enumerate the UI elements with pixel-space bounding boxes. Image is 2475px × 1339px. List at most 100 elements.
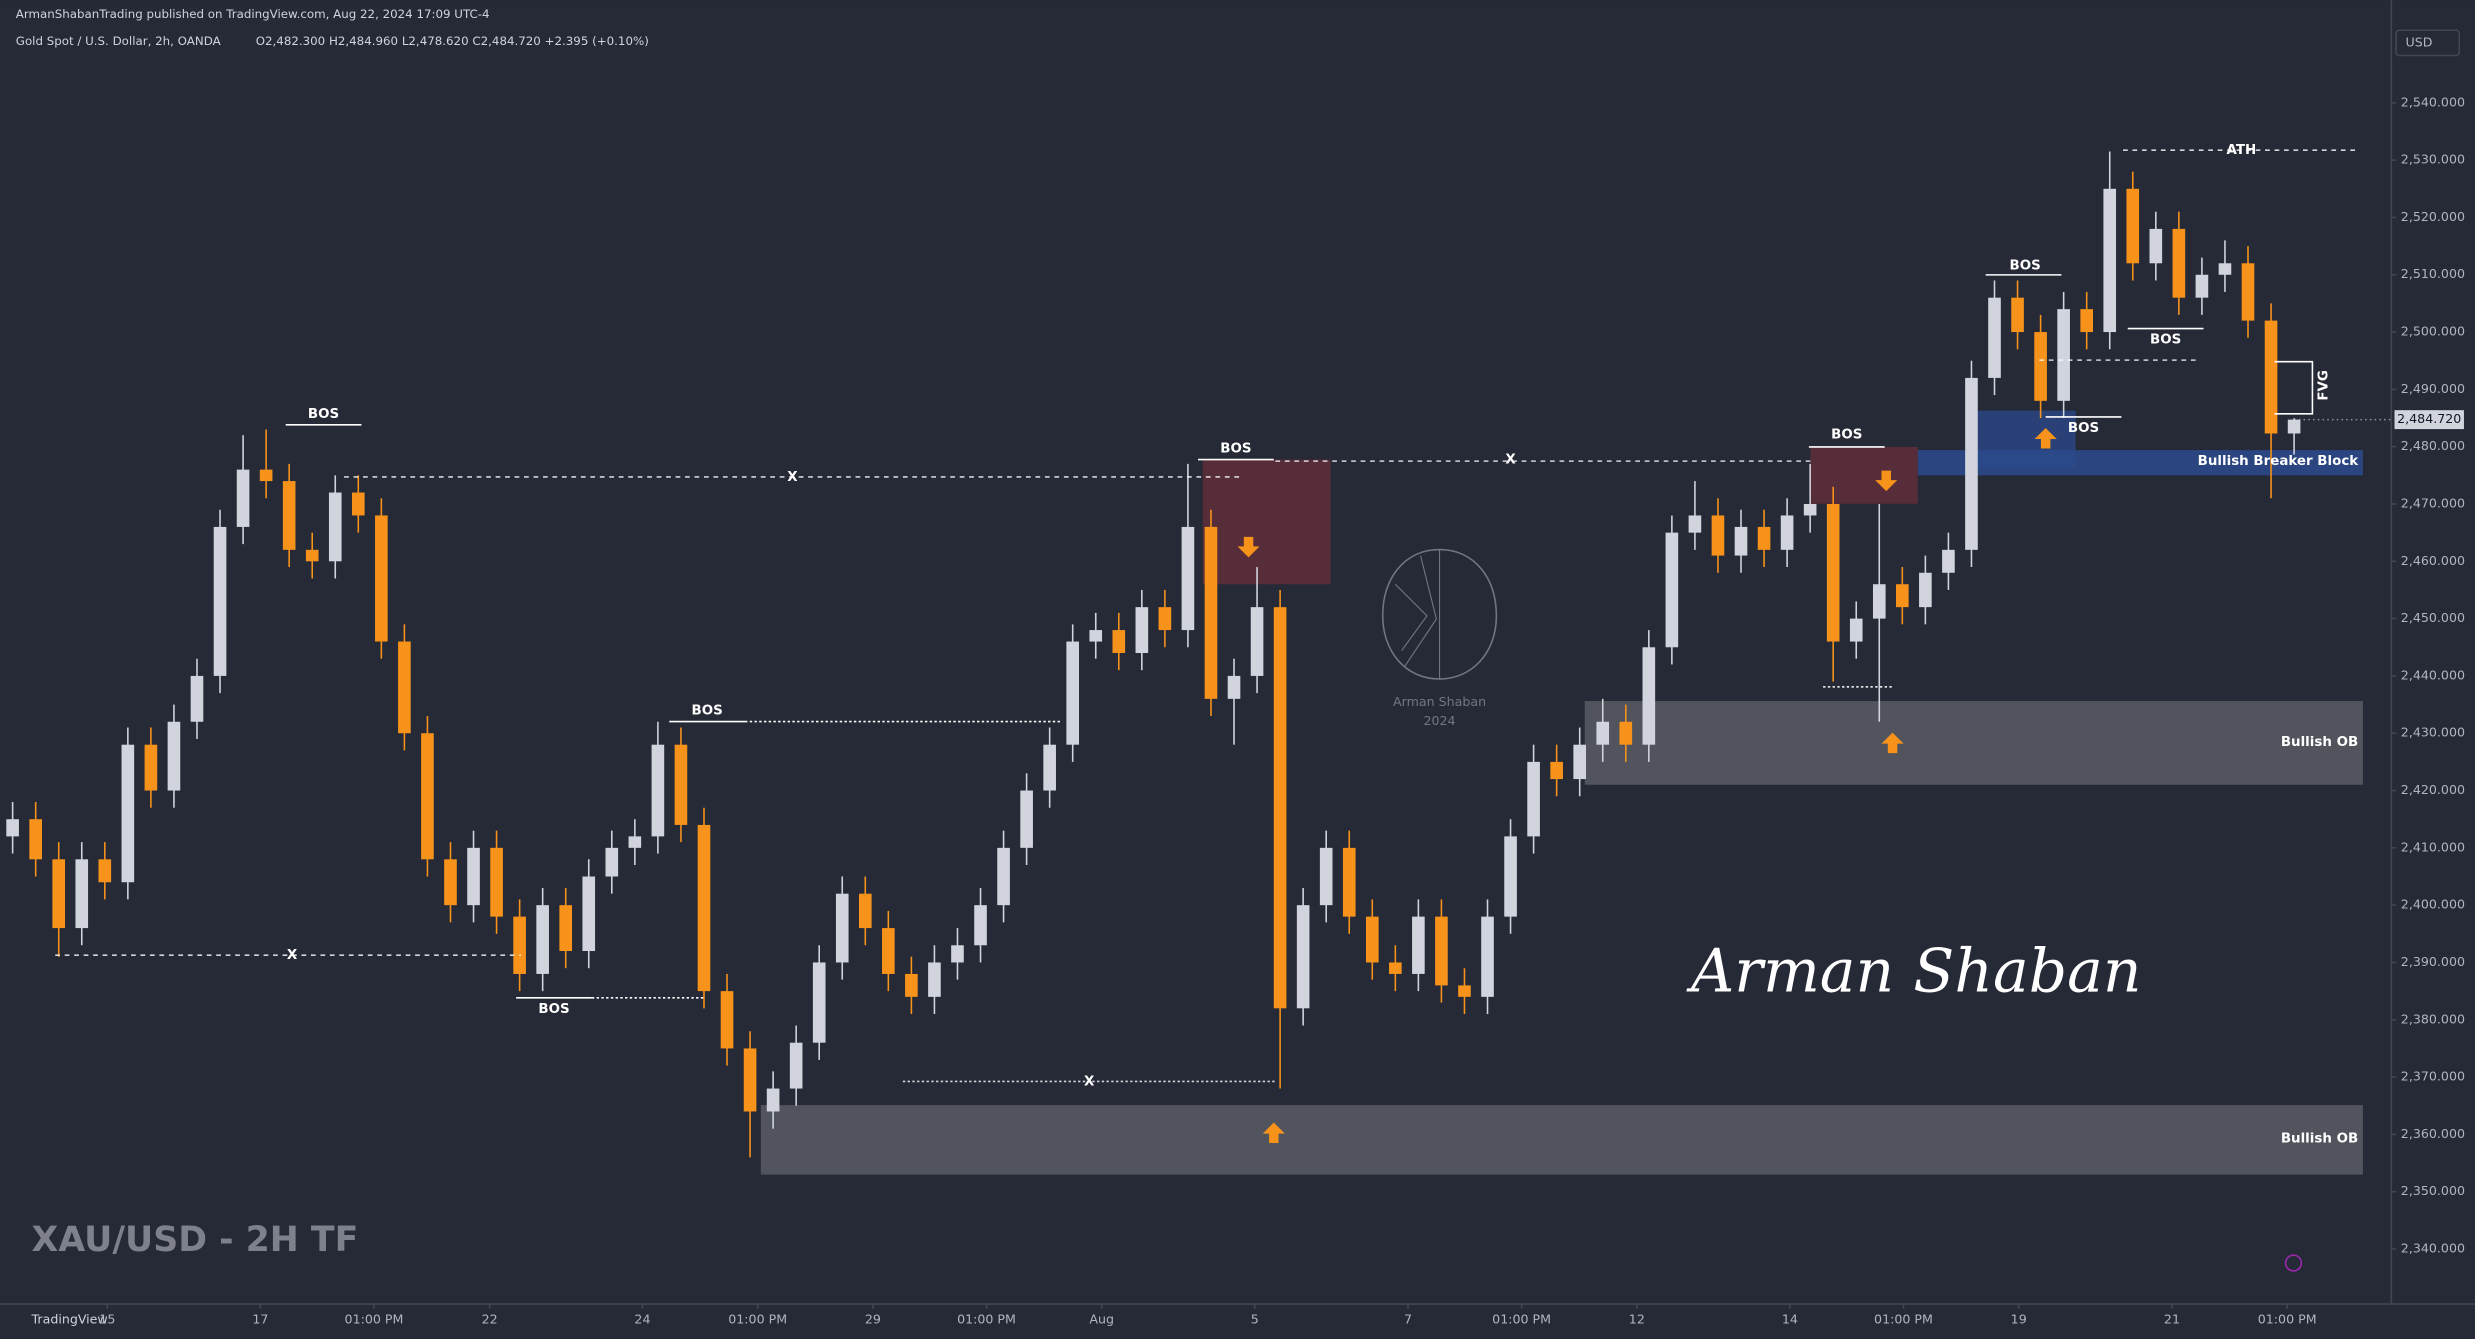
candle-body [974,905,987,946]
y-tick-label: 2,340.000 [2401,1241,2465,1256]
breaker-label: Bullish Breaker Block [2198,454,2360,469]
y-tick-label: 2,380.000 [2401,1011,2465,1026]
candle-body [2103,188,2117,333]
y-tick-label: 2,440.000 [2401,667,2465,682]
candle-body [259,469,273,482]
x-tick-label: 21 [2164,1311,2180,1326]
candle-body [2126,188,2140,264]
x-tick-label: 14 [1782,1311,1798,1326]
x-tick-label: 01:00 PM [957,1311,1016,1326]
candle-body [928,962,941,997]
x-tick-label: 12 [1629,1311,1645,1326]
bos-label: BOS [1831,427,1862,442]
logo-year: 2024 [1423,713,1455,728]
candle-body [1965,377,1978,550]
x-tick-label: 5 [1251,1311,1259,1326]
candle-body [1803,503,1817,516]
candle-body [1204,526,1218,699]
candle-body [1734,526,1748,556]
candle-body [305,549,319,562]
x-tick-label: 24 [634,1311,650,1326]
currency-box [2395,29,2461,57]
y-tick-label: 2,350.000 [2401,1183,2465,1198]
candle-body [1988,297,2001,378]
y-tick-label: 2,430.000 [2401,725,2465,740]
candle-body [536,905,549,974]
ob-label: Bullish OB [2281,1131,2358,1146]
candle-body [605,847,619,877]
candle-body [1481,916,1494,997]
candle-body [559,905,573,952]
candle-body [882,928,895,974]
candle-body [766,1088,780,1112]
candle-body [1112,630,1126,653]
fvg-label: FVG [2316,370,2331,401]
y-tick-label: 2,410.000 [2401,839,2465,854]
x-tick-label: 19 [2011,1311,2027,1326]
bos-label: BOS [2068,421,2099,436]
bos-label: BOS [1220,442,1251,457]
ob-label: Bullish OB [2281,735,2358,750]
bos-label: BOS [308,407,339,422]
y-tick-label: 2,470.000 [2401,495,2465,510]
y-tick-label: 2,500.000 [2401,324,2465,339]
x-tick-label: 01:00 PM [1874,1311,1933,1326]
candle-body [490,847,503,917]
x-label: X [1505,453,1516,468]
x-label: X [787,470,798,485]
candle-body [1896,584,1909,608]
y-tick-label: 2,420.000 [2401,782,2465,797]
y-tick-label: 2,530.000 [2401,152,2465,167]
currency: USD [2406,34,2433,49]
candle-body [1872,584,1886,619]
bos-label: BOS [2010,258,2041,273]
candle-body [52,859,66,929]
zones [760,410,2363,1175]
candle-body [144,744,158,791]
candle-body [351,492,365,516]
candle-body [398,641,411,734]
candle-body [190,675,204,722]
candle-body [2034,332,2047,401]
y-tick-label: 2,450.000 [2401,610,2465,625]
alert-icon[interactable] [2284,1254,2303,1272]
candle-body [1181,526,1195,631]
candle-body [997,847,1010,906]
x-tick-label: 01:00 PM [1492,1311,1551,1326]
y-tick-label: 2,370.000 [2401,1069,2465,1084]
candle-body [1642,647,1656,745]
symbol: Gold Spot / U.S. Dollar, 2h, OANDA [16,34,221,48]
y-tick-label: 2,490.000 [2401,381,2465,396]
candle-body [1066,641,1080,745]
supply-zone [1810,446,1918,504]
x-tick-label: 01:00 PM [345,1311,404,1326]
candle-body [674,744,688,825]
candle-body [2080,309,2094,333]
candle-body [1849,618,1863,642]
candles [6,151,2301,1158]
candle-body [1919,572,1932,608]
candle-body [167,721,181,791]
ath-label: ATH [2227,143,2257,158]
candle-body [236,469,250,527]
candle-body [858,893,872,929]
arrow-down [1875,470,1898,492]
bos-label: BOS [692,704,723,719]
candle-body [2241,263,2255,321]
candle-body [2057,309,2070,401]
candle-body [2149,228,2163,264]
signature: Arman Shaban [1686,936,2141,1006]
watermark: XAU/USD - 2H TF [32,1220,359,1260]
candle-body [1826,503,1840,642]
candle-body [1319,847,1333,906]
candle-body [2011,297,2024,333]
labels: BOS BOS BOS BOS BOS BOS BOS BOS X X X X … [287,143,2359,1146]
candle-body [1573,744,1587,780]
candle-body [2218,263,2232,275]
candle-body [513,916,526,974]
breaker-zone [1917,450,2363,476]
logo-lines [1394,549,1441,679]
logo-name: Arman Shaban [1393,694,1486,709]
x-tick-label: Aug [1089,1311,1114,1326]
candle-body [1043,744,1056,791]
